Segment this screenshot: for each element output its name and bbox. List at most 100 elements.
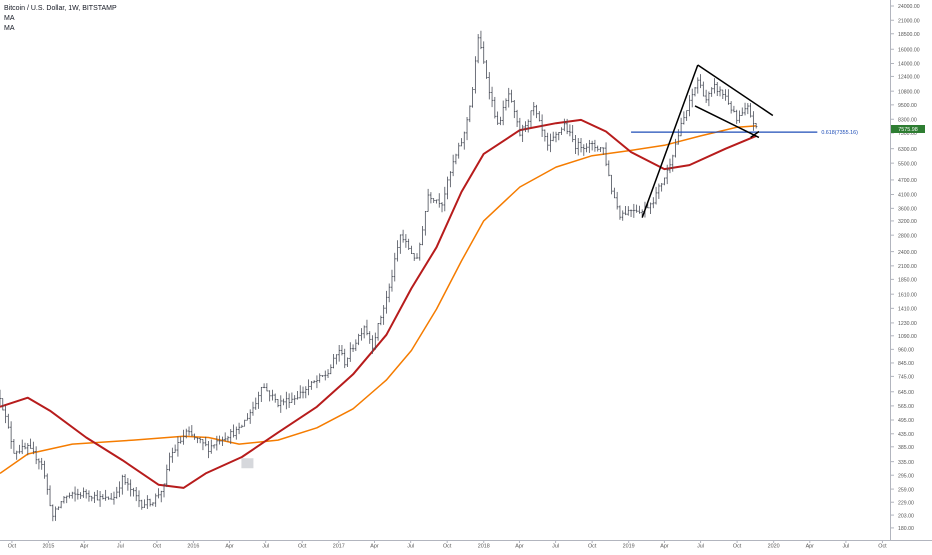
candle [721, 89, 725, 99]
candle [62, 495, 66, 504]
candle [507, 87, 510, 108]
candle [521, 124, 524, 143]
x-tick-label: Apr [225, 544, 234, 550]
candle [176, 436, 180, 457]
candle [271, 389, 274, 401]
y-tick-label: 9500.00 [898, 103, 917, 109]
candle [432, 198, 435, 203]
candle [193, 433, 196, 440]
candle [435, 199, 438, 204]
candle [251, 401, 255, 416]
candle [346, 357, 349, 368]
candle [290, 392, 294, 403]
candle [235, 426, 238, 440]
candle [371, 335, 374, 354]
x-tick-label: Oct [298, 544, 307, 550]
trendline [697, 64, 774, 117]
candle [579, 137, 583, 153]
x-tick-label: 2016 [187, 544, 199, 550]
candle [126, 477, 130, 491]
candle [237, 422, 241, 435]
candle [743, 102, 747, 116]
candle [71, 491, 74, 499]
x-tick-label: 2017 [333, 544, 345, 550]
candle [151, 502, 155, 507]
candle [685, 110, 688, 121]
candle [549, 133, 552, 153]
candle [693, 86, 697, 97]
candle [443, 186, 447, 212]
candle [262, 383, 266, 389]
candle [96, 490, 99, 501]
trendline [750, 130, 760, 139]
candle [12, 438, 16, 454]
candle [285, 391, 288, 410]
legend-ma-2: MA [4, 25, 15, 32]
x-tick-label: Oct [733, 544, 742, 550]
candle [426, 188, 430, 212]
candle [301, 386, 305, 399]
x-tick-label: Jul [117, 544, 124, 550]
candle [48, 485, 52, 507]
candle [107, 496, 110, 500]
candle [540, 114, 544, 138]
ma-line [0, 125, 757, 475]
candle [318, 373, 321, 383]
candle [518, 117, 522, 137]
candle [393, 252, 396, 282]
candle [635, 204, 638, 213]
candle [360, 328, 363, 341]
y-tick-label: 335.00 [898, 460, 914, 466]
candle [543, 129, 547, 142]
candle [385, 290, 388, 314]
candle [76, 488, 80, 500]
candle [307, 379, 310, 396]
candle [468, 105, 472, 123]
candle [15, 450, 18, 460]
candle [223, 432, 227, 442]
candle [146, 495, 149, 509]
candle [182, 429, 185, 445]
candle [135, 486, 138, 502]
candle [529, 110, 533, 128]
candle [4, 405, 7, 424]
candle [638, 205, 641, 214]
candle [716, 82, 719, 97]
candle [21, 439, 24, 455]
candle [312, 380, 316, 384]
candle [401, 229, 405, 243]
x-tick-label: Oct [878, 544, 887, 550]
candle [679, 117, 683, 137]
candle [640, 209, 644, 217]
y-tick-label: 1850.00 [898, 278, 917, 284]
candle [504, 98, 508, 111]
candle [257, 391, 260, 409]
candle [7, 413, 10, 429]
candle [691, 88, 694, 108]
candle [449, 171, 452, 188]
x-tick-label: Oct [8, 544, 17, 550]
x-tick-label: Apr [515, 544, 524, 550]
candle [374, 332, 377, 350]
candle [754, 123, 758, 129]
candle [246, 413, 249, 421]
candle [557, 131, 560, 141]
candle [499, 116, 502, 126]
candle [604, 142, 608, 167]
candle [268, 390, 271, 402]
candle [493, 96, 497, 119]
y-tick-label: 24000.00 [898, 4, 920, 10]
candle [26, 443, 30, 456]
candle [446, 176, 449, 200]
x-tick-label: 2019 [623, 544, 635, 550]
ma-line [0, 118, 757, 489]
candle [724, 89, 727, 101]
candle [527, 119, 530, 133]
candle [593, 139, 597, 152]
candle [666, 164, 669, 185]
candle [93, 491, 96, 503]
candle [704, 89, 708, 103]
candle [702, 81, 705, 97]
